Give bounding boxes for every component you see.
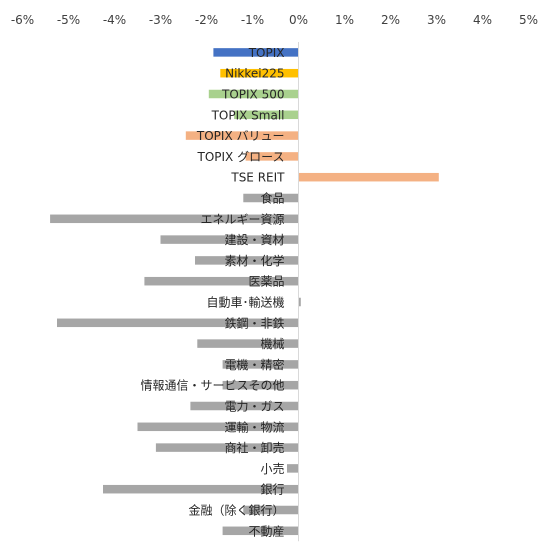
x-tick-label: 1% [335, 13, 354, 27]
bar [50, 214, 299, 224]
category-label: 電機・精密 [224, 357, 284, 372]
category-label: 銀行 [260, 483, 284, 497]
x-tick-label: 2% [381, 13, 400, 27]
bar [243, 505, 299, 515]
category-labels: TOPIX Nikkei225 TOPIX 500 TOPIX Small TOPIX … [140, 46, 285, 538]
x-tick-label: -3% [149, 13, 172, 27]
bar [222, 380, 299, 390]
bar [144, 276, 299, 286]
category-label: TOPIX 500 [221, 88, 285, 102]
x-tick-label: 0% [289, 13, 308, 27]
category-label: TOPIX Small [211, 108, 285, 122]
category-label: Nikkei225 [225, 67, 284, 81]
bar [245, 152, 299, 161]
bars [50, 48, 439, 536]
category-label: 機械 [260, 336, 284, 351]
bar [57, 318, 299, 328]
category-label: 電力・ガス [224, 400, 284, 414]
category-label: 医薬品 [248, 275, 284, 289]
bar [243, 193, 299, 203]
bar [213, 48, 299, 57]
category-label: TSE REIT [230, 171, 285, 185]
x-tick-label: -5% [57, 13, 80, 27]
bar [103, 484, 299, 494]
x-axis-ticks: -6% -5% -4% -3% -2% -1% 0% 1% 2% 3% 4% 5% [11, 13, 538, 27]
x-tick-label: 4% [473, 13, 492, 27]
x-tick-label: 3% [427, 13, 446, 27]
x-tick-label: -6% [11, 13, 34, 27]
bar [185, 131, 299, 140]
bar [222, 360, 299, 369]
category-label: 運輸・物流 [224, 419, 284, 434]
bar [220, 68, 299, 78]
category-label: 鉄鋼・非鉄 [224, 315, 284, 330]
x-tick-label: -2% [195, 13, 218, 27]
category-label: TOPIX [248, 46, 285, 60]
bar [160, 235, 299, 244]
x-tick-label: -1% [241, 13, 264, 27]
x-tick-label: -4% [103, 13, 126, 27]
bar [298, 297, 301, 307]
category-label: 不動産 [248, 523, 284, 538]
bar [190, 401, 299, 411]
x-tick-label: 5% [519, 13, 538, 27]
category-label: 商社・卸売 [224, 440, 284, 455]
bar [234, 110, 299, 120]
bar [197, 339, 299, 348]
bar [208, 89, 299, 99]
bar [287, 464, 299, 473]
category-label: TOPIX グロース [197, 150, 285, 164]
bar [298, 172, 439, 182]
bar [155, 443, 299, 452]
bar [137, 422, 299, 432]
category-label: 情報通信・サービスその他 [140, 379, 284, 393]
bar [195, 256, 299, 265]
category-label: エネルギー資源 [200, 212, 284, 226]
category-label: TOPIX バリュー [196, 129, 285, 143]
category-label: 金融（除く銀行） [188, 503, 284, 518]
category-label: 食品 [260, 191, 284, 206]
category-label: 小売 [260, 461, 284, 476]
category-label: 建設・資材 [224, 232, 284, 247]
bar [222, 526, 299, 536]
category-label: 自動車･輸送機 [206, 295, 284, 310]
category-label: 素材・化学 [224, 253, 284, 268]
